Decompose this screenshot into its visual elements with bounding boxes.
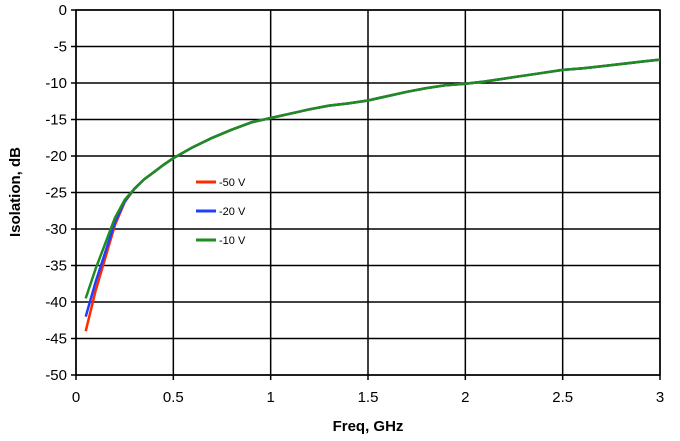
y-tick-label: -5 [54, 39, 67, 56]
y-tick-label: -35 [45, 258, 67, 275]
series-line [84, 58, 661, 299]
y-tick-label: -30 [45, 221, 67, 238]
legend-label: -50 V [219, 177, 246, 189]
x-tick-label: 0 [72, 389, 80, 406]
y-tick-label: 0 [59, 2, 67, 19]
gridlines [75, 9, 661, 376]
y-tick-label: -10 [45, 75, 67, 92]
x-tick-label: 1.5 [358, 389, 379, 406]
legend-label: -10 V [219, 235, 246, 247]
x-axis-ticks: 0 0.5 1 1.5 2 2.5 3 [72, 375, 664, 406]
y-tick-label: -20 [45, 148, 67, 165]
x-axis-title: Freq, GHz [333, 418, 404, 435]
y-tick-label: -25 [45, 185, 67, 202]
x-tick-label: 3 [656, 389, 664, 406]
legend-label: -20 V [219, 206, 246, 218]
x-tick-label: 2.5 [552, 389, 573, 406]
x-tick-label: 1 [266, 389, 274, 406]
y-tick-label: -15 [45, 112, 67, 129]
y-axis-title: Isolation, dB [7, 147, 24, 237]
legend: -50 V -20 V -10 V [196, 177, 246, 247]
x-tick-label: 2 [461, 389, 469, 406]
y-tick-label: -40 [45, 294, 67, 311]
x-tick-label: 0.5 [163, 389, 184, 406]
series-lines [84, 58, 661, 332]
y-tick-label: -45 [45, 331, 67, 348]
y-tick-label: -50 [45, 367, 67, 384]
y-axis-ticks: 0 -5 -10 -15 -20 -25 -30 -35 -40 -45 -50 [45, 2, 76, 384]
